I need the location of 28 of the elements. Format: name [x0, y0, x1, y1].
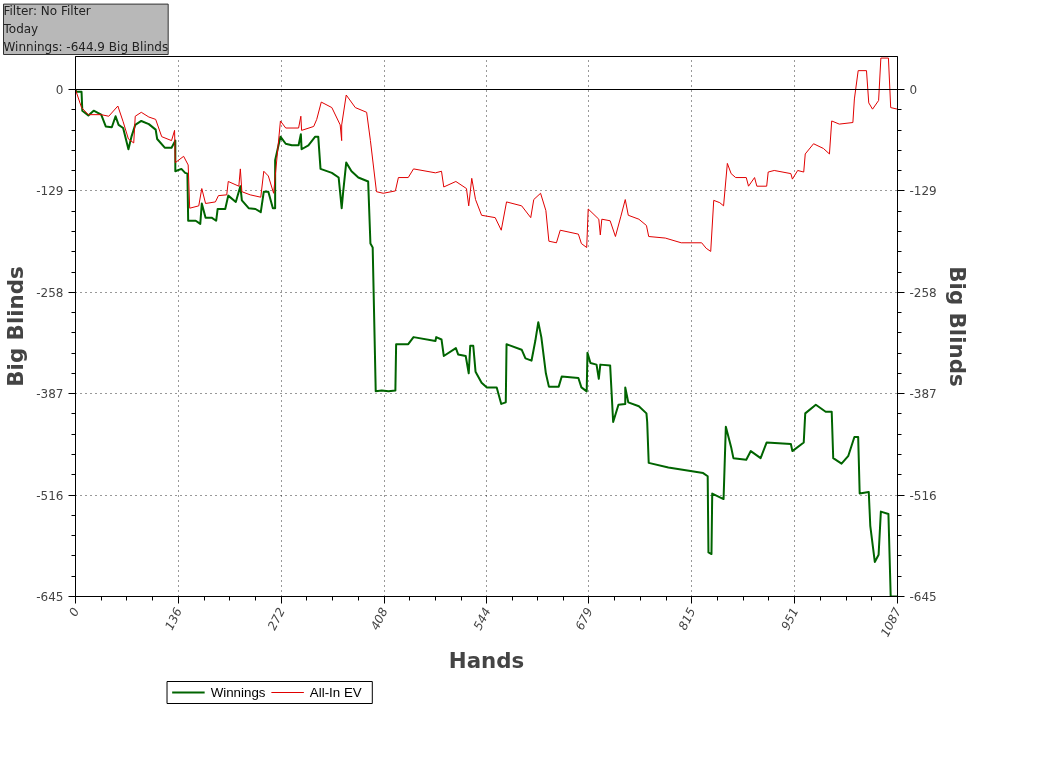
y2-tick-label: -387: [909, 387, 937, 402]
x-tick-label: 544: [470, 605, 494, 633]
y-tick-label: -258: [36, 285, 64, 300]
y-tick-label: 0: [55, 83, 64, 98]
x-tick-label: 679: [572, 605, 596, 633]
y2-tick-label: 0: [909, 83, 918, 98]
y2-tick-label: -129: [909, 184, 937, 199]
x-tick-label: 408: [367, 605, 391, 633]
y2-tick-label: -516: [909, 488, 937, 503]
y-tick-label: -387: [36, 387, 64, 402]
x-tick-label: 815: [675, 605, 699, 633]
text: Winnings: -644.9 Big Blinds: [3, 40, 169, 55]
y2-axis-title: Big Blinds: [944, 266, 970, 387]
legend-label: All-In EV: [309, 685, 362, 700]
x-tick-label: 0: [66, 605, 83, 619]
x-tick-label: 272: [265, 605, 288, 633]
text: Filter: No Filter: [3, 4, 91, 19]
x-axis-title: Hands: [448, 647, 525, 673]
x-tick-label: 951: [778, 605, 802, 633]
y-axis-title: Big Blinds: [3, 266, 29, 387]
x-tick-label: 136: [162, 605, 186, 633]
y-tick-label: -516: [36, 488, 64, 503]
y-tick-label: -645: [36, 590, 64, 604]
y-tick-label: -129: [36, 184, 64, 199]
y2-tick-label: -258: [909, 285, 937, 300]
y2-tick-label: -645: [909, 590, 937, 604]
legend-label: Winnings: [210, 685, 266, 700]
x-tick-label: 1087: [877, 605, 905, 640]
